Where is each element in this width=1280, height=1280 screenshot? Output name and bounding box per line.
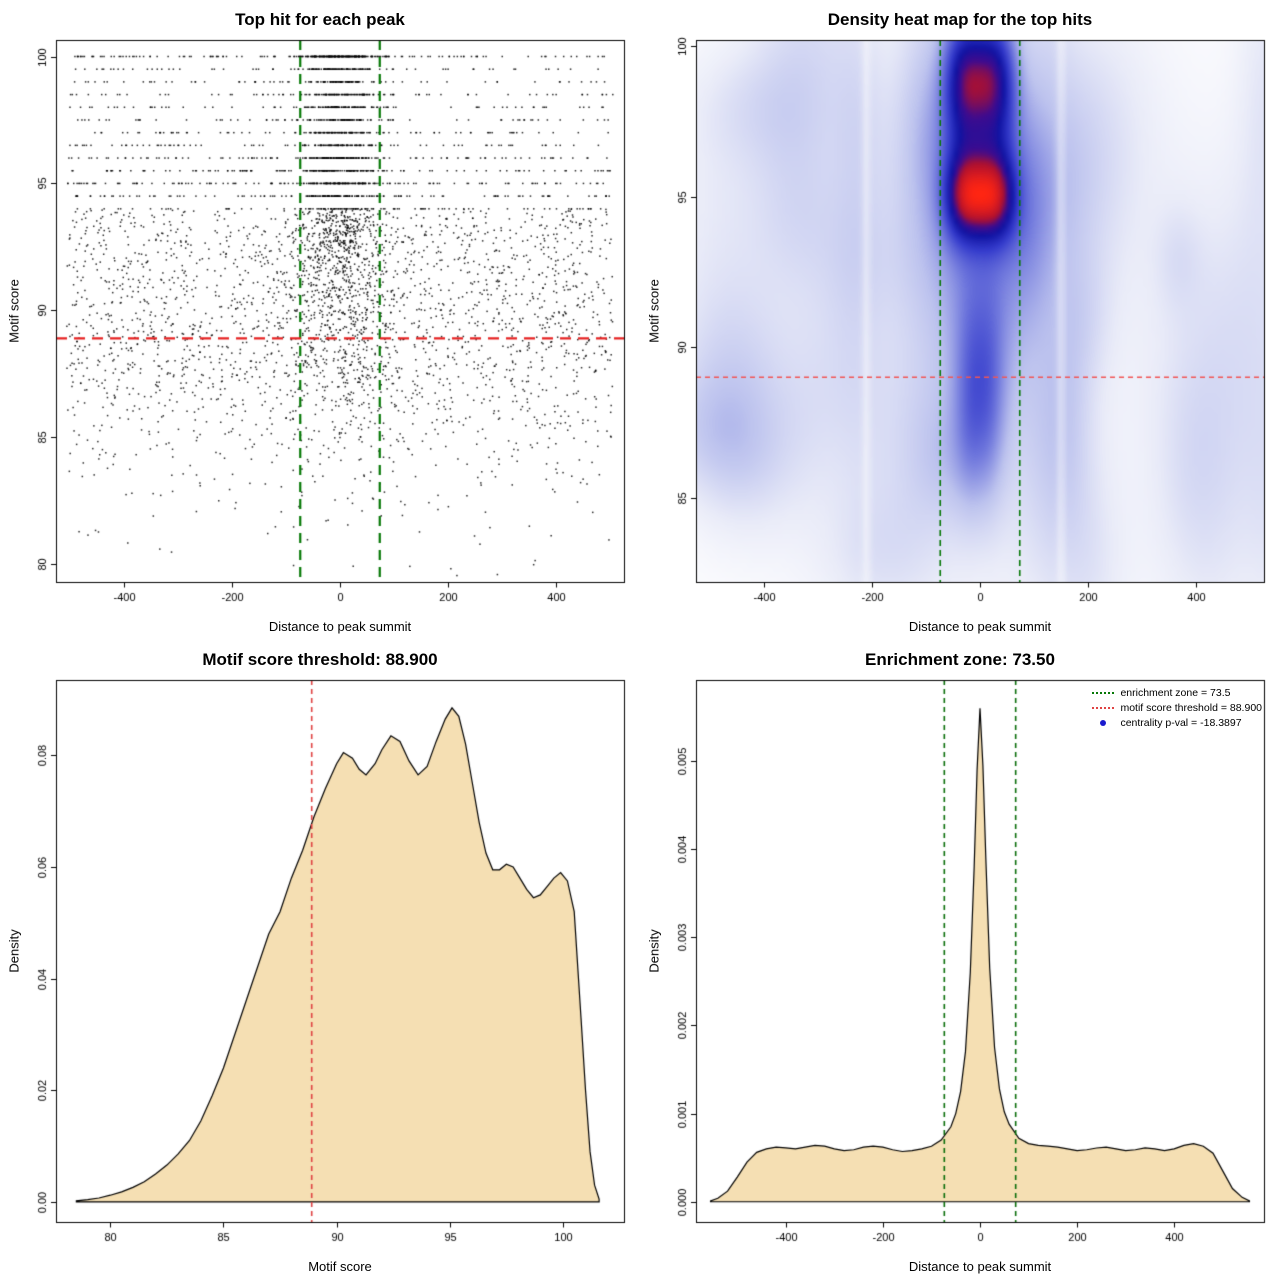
x-axis-label: Distance to peak summit [908,1259,1052,1274]
panel-top-hit-scatter: Top hit for each peak Distance to peak s… [0,0,640,640]
y-axis-label: Motif score [646,279,662,343]
x-axis-label: Distance to peak summit [268,619,412,634]
summit-distance-density-canvas [640,640,1280,1280]
legend: enrichment zone = 73.5 motif score thres… [1092,684,1262,732]
legend-label: motif score threshold = 88.900 [1120,702,1262,714]
y-axis-label: Density [646,929,662,973]
panel-summit-distance-density: Enrichment zone: 73.50 Distance to peak … [640,640,1280,1280]
panel-motif-score-density: Motif score threshold: 88.900 Motif scor… [0,640,640,1280]
top-hit-scatter-canvas [0,0,640,640]
x-axis-label: Distance to peak summit [908,619,1052,634]
x-axis-label: Motif score [308,1259,372,1274]
y-axis-label: Density [6,929,22,973]
legend-label: centrality p-val = -18.3897 [1120,717,1242,729]
centrality-pval-point-icon [1100,720,1107,726]
y-axis-label: Motif score [6,279,22,343]
legend-item-score-threshold: motif score threshold = 88.900 [1092,702,1262,714]
motif-score-density-canvas [0,640,640,1280]
panel-density-heatmap: Density heat map for the top hits Distan… [640,0,1280,640]
legend-label: enrichment zone = 73.5 [1120,687,1231,699]
enrichment-zone-dotted-line-icon [1092,692,1115,694]
legend-item-enrichment-zone: enrichment zone = 73.5 [1092,687,1262,699]
score-threshold-dotted-line-icon [1092,707,1115,709]
legend-item-centrality-pval: centrality p-val = -18.3897 [1092,717,1262,729]
density-heatmap-canvas [640,0,1280,640]
